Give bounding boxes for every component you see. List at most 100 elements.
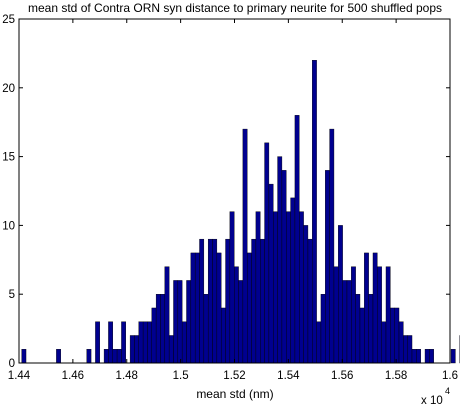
x-tick-label: 1.52: [223, 370, 245, 382]
histogram-bar: [368, 294, 374, 364]
histogram-bar: [56, 349, 61, 364]
histogram-bar: [377, 266, 382, 364]
histogram-bar: [212, 238, 218, 364]
histogram-bar: [333, 266, 339, 364]
histogram-bar: [329, 128, 335, 364]
x-tick-label: 1.58: [385, 370, 407, 382]
histogram-bar: [194, 252, 200, 364]
x-tick-label: 1.5: [173, 370, 189, 382]
histogram-bar: [168, 335, 174, 364]
histogram-bar: [381, 321, 387, 364]
histogram-bar: [234, 266, 239, 364]
x-tick-label: 1.6: [442, 370, 458, 382]
histogram-bar: [398, 321, 404, 364]
histogram-bar: [251, 238, 257, 364]
bars-group: [21, 60, 460, 364]
histogram-bar: [142, 321, 148, 364]
y-tick-label: 25: [2, 14, 15, 26]
histogram-bar: [238, 280, 244, 364]
histogram-bar: [290, 197, 296, 364]
x-tick-label: 1.44: [8, 370, 31, 382]
histogram-bar: [325, 170, 330, 364]
histogram-bar: [355, 294, 361, 364]
histogram-bar: [112, 349, 118, 364]
histogram-bar: [151, 307, 157, 364]
histogram-bar: [147, 321, 153, 364]
histogram-bar: [138, 321, 144, 364]
histogram-bar: [155, 294, 161, 364]
histogram-bar: [177, 280, 183, 364]
histogram-bar: [186, 280, 192, 364]
histogram-bar: [116, 349, 122, 364]
histogram-bar: [450, 349, 456, 364]
histogram-bar: [160, 294, 166, 364]
histogram-bar: [385, 266, 391, 364]
histogram-bar: [403, 335, 408, 364]
histogram-bar: [342, 280, 348, 364]
histogram-bar: [242, 128, 248, 364]
histogram-bar: [203, 294, 209, 364]
histogram-bar: [108, 321, 113, 364]
x-axis-exponent-base: x 10: [421, 395, 443, 405]
histogram-bar: [346, 280, 352, 364]
histogram-bar: [429, 349, 434, 364]
histogram-bar: [134, 335, 139, 364]
histogram-bar: [407, 335, 413, 364]
chart-title: mean std of Contra ORN syn distance to p…: [28, 1, 442, 15]
y-tick-label: 5: [9, 289, 15, 301]
histogram-bar: [95, 321, 100, 364]
axes-group: 1.44 1.46 1.48 1.5 1.52 1.54 1.56 1.58 1.6 0 5 10 15…: [2, 14, 458, 382]
histogram-bar: [173, 280, 179, 364]
histogram-bar: [312, 60, 317, 364]
histogram-bar: [216, 252, 222, 364]
histogram-bar: [364, 252, 369, 364]
histogram-bar: [268, 183, 274, 364]
x-tick-label: 1.46: [62, 370, 84, 382]
histogram-bar: [416, 349, 421, 364]
histogram-bar: [411, 349, 417, 364]
histogram-bar: [359, 307, 365, 364]
histogram-bar: [129, 335, 135, 364]
histogram-bar: [207, 238, 213, 364]
histogram-bar: [294, 115, 300, 364]
histogram-bar: [247, 252, 252, 364]
histogram-bar: [286, 211, 291, 364]
x-tick-label: 1.54: [277, 370, 300, 382]
histogram-bar: [338, 225, 343, 364]
x-axis-label: mean std (nm): [196, 387, 273, 401]
histogram-bar: [277, 156, 283, 364]
histogram-bar: [181, 321, 187, 364]
y-tick-label: 0: [9, 358, 15, 370]
histogram-bar: [121, 321, 126, 364]
x-axis-exponent-power: 4: [445, 386, 450, 396]
histogram-bar: [372, 252, 378, 364]
x-tick-label: 1.48: [116, 370, 138, 382]
histogram-bar: [316, 321, 322, 364]
histogram-bar: [255, 211, 261, 364]
histogram-bar: [21, 349, 27, 364]
histogram-bar: [225, 238, 231, 364]
histogram-bar: [307, 238, 313, 364]
histogram-bar: [281, 170, 287, 364]
x-tick-label: 1.56: [331, 370, 353, 382]
histogram-bar: [264, 142, 270, 364]
histogram-bar: [220, 307, 226, 364]
histogram-bar: [103, 349, 109, 364]
histogram-bar: [390, 307, 395, 364]
histogram-bar: [394, 307, 400, 364]
histogram-bar: [303, 225, 309, 364]
histogram-bar: [424, 349, 430, 364]
y-tick-label: 15: [2, 152, 15, 164]
histogram-bar: [229, 211, 235, 364]
histogram-bar: [351, 266, 356, 364]
histogram-bar: [86, 349, 92, 364]
histogram-bar: [260, 238, 265, 364]
y-tick-label: 10: [2, 220, 15, 232]
histogram-bar: [199, 238, 205, 364]
histogram-bar: [190, 252, 196, 364]
y-tick-label: 20: [2, 83, 15, 95]
histogram-bar: [273, 211, 278, 364]
histogram-bar: [299, 211, 304, 364]
histogram-bar: [164, 266, 170, 364]
